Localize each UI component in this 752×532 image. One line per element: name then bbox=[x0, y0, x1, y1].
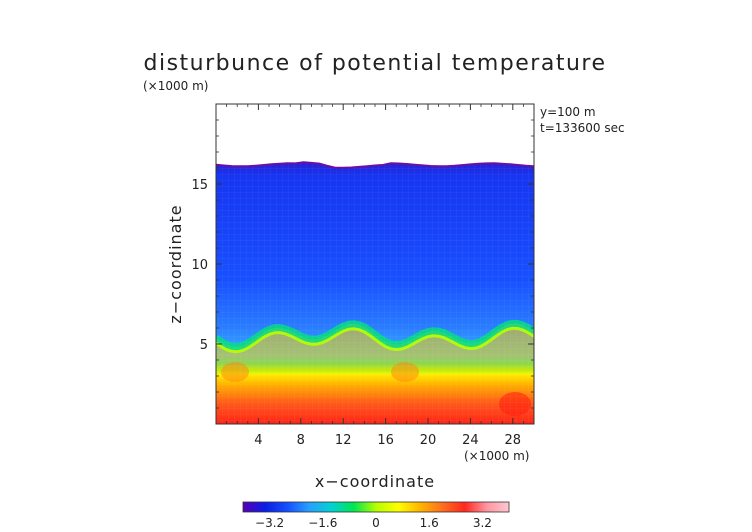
info-t-label: t=133600 sec bbox=[540, 121, 625, 135]
colorbar-ticks: −3.2 −1.6 0 1.6 3.2 bbox=[255, 516, 492, 530]
colorbar-tick-label: −3.2 bbox=[255, 516, 284, 530]
x-tick-label: 4 bbox=[254, 433, 262, 448]
x-axis-label: x−coordinate bbox=[315, 472, 435, 491]
colorbar: −3.2 −1.6 0 1.6 3.2 bbox=[242, 501, 510, 530]
field-top-edge bbox=[216, 161, 534, 169]
x-unit-label: (×1000 m) bbox=[464, 449, 529, 463]
y-unit-label: (×1000 m) bbox=[143, 79, 208, 93]
y-axis-label: z−coordinate bbox=[166, 204, 185, 323]
info-y-label: y=100 m bbox=[540, 105, 596, 119]
y-tick-label: 5 bbox=[200, 338, 208, 353]
colorbar-tick-label: 0 bbox=[372, 516, 380, 530]
x-tick-label: 8 bbox=[297, 433, 305, 448]
colorbar-bar bbox=[242, 501, 510, 513]
axis-tick-labels: 4 8 12 16 20 24 28 5 10 15 bbox=[191, 178, 521, 448]
heatmap-field bbox=[216, 104, 534, 424]
axis-ticks bbox=[216, 104, 534, 424]
x-tick-label: 20 bbox=[420, 433, 437, 448]
x-tick-label: 28 bbox=[505, 433, 522, 448]
y-tick-label: 10 bbox=[191, 258, 208, 273]
chart-title: disturbunce of potential temperature bbox=[144, 51, 607, 76]
colorbar-tick-label: 3.2 bbox=[473, 516, 492, 530]
x-tick-label: 16 bbox=[377, 433, 394, 448]
field-mesh bbox=[216, 104, 534, 424]
x-tick-label: 24 bbox=[462, 433, 479, 448]
y-tick-label: 15 bbox=[191, 178, 208, 193]
x-tick-label: 12 bbox=[335, 433, 352, 448]
colorbar-tick-label: −1.6 bbox=[308, 516, 337, 530]
colorbar-tick-label: 1.6 bbox=[420, 516, 439, 530]
